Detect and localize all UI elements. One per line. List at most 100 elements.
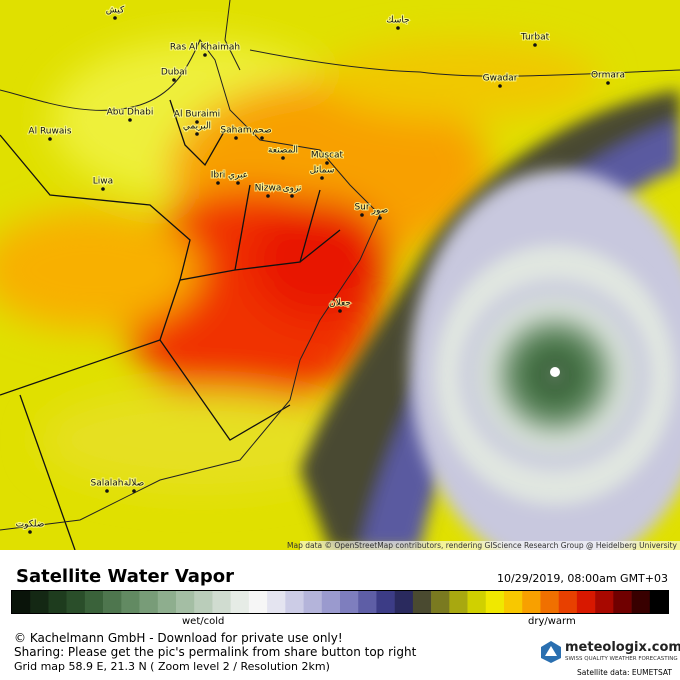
colorbar-segment (12, 591, 31, 613)
place-dot (234, 136, 238, 140)
colorbar (11, 590, 669, 614)
colorbar-segment (412, 591, 432, 613)
place-dot (338, 309, 342, 313)
source: Satellite data: EUMETSAT (577, 668, 672, 677)
title: Satellite Water Vapor (16, 566, 235, 587)
place-dot (195, 132, 199, 136)
colorbar-segment (212, 591, 231, 613)
place-dot (378, 216, 382, 220)
colorbar-segment (613, 591, 632, 613)
place-label: Gwadar (483, 74, 518, 84)
colorbar-frame (11, 590, 669, 614)
place-dot (236, 181, 240, 185)
colorbar-segment (522, 591, 541, 613)
colorbar-segment (303, 591, 323, 613)
colorbar-segment (376, 591, 395, 613)
place-label: Al Ruwais (28, 127, 71, 137)
colorbar-segment (121, 591, 140, 613)
place-label: جعلان (329, 299, 351, 309)
place-dot (290, 194, 294, 198)
colorbar-segment (485, 591, 505, 613)
place-label: Ibri (211, 171, 226, 181)
place-label: صحم (252, 126, 271, 136)
satellite-map: Ras Al Khaimah Dubai Abu Dhabi Al Buraimi ال… (0, 0, 680, 550)
colorbar-segment (66, 591, 86, 613)
place-label: Salalah (91, 479, 124, 489)
colorbar-segment (84, 591, 104, 613)
place-label: المصنعة (268, 146, 298, 156)
place-dot (266, 194, 270, 198)
colorbar-segment (103, 591, 122, 613)
place-dot (132, 489, 136, 493)
colorbar-segment (30, 591, 49, 613)
place-dot (101, 187, 105, 191)
brand-logo (541, 641, 561, 663)
cyclone (410, 170, 680, 550)
place-label: البريمي (183, 122, 211, 132)
colorbar-segment (157, 591, 177, 613)
colorbar-segment (540, 591, 559, 613)
place-dot (195, 120, 199, 124)
colorbar-segment (449, 591, 468, 613)
legend-right: dry/warm (528, 616, 576, 627)
attribution-bg (300, 541, 680, 550)
colorbar-segment (631, 591, 651, 613)
place-dot (498, 84, 502, 88)
place-label: جاسك (386, 16, 409, 26)
colorbar-segment (358, 591, 377, 613)
place-dot (128, 118, 132, 122)
place-label: نزوى (283, 184, 302, 194)
place-label: Turbat (520, 33, 550, 43)
place-dot (203, 53, 207, 57)
colorbar-segment (194, 591, 213, 613)
place-dot (216, 181, 220, 185)
place-label: سمائل (310, 166, 335, 176)
place-label: عبري (228, 171, 248, 181)
colorbar-segment (467, 591, 487, 613)
place-label: Sur (354, 203, 369, 213)
place-label: كيش (106, 6, 125, 16)
colorbar-segment (340, 591, 359, 613)
place-label: Nizwa (255, 184, 282, 194)
colorbar-segment (504, 591, 523, 613)
place-label: Liwa (93, 177, 113, 187)
brand: meteologix.com (565, 640, 680, 655)
colorbar-segment (595, 591, 614, 613)
copyright: © Kachelmann GmbH - Download for private… (14, 631, 343, 645)
place-dot (325, 161, 329, 165)
grid-info: Grid map 58.9 E, 21.3 N ( Zoom level 2 /… (14, 660, 330, 673)
colorbar-segment (48, 591, 67, 613)
place-dot (113, 16, 117, 20)
colorbar-segment (285, 591, 304, 613)
place-label: Al Buraimi (174, 110, 220, 120)
place-dot (396, 26, 400, 30)
place-label: صلالة (124, 479, 145, 489)
datetime: 10/29/2019, 08:00am GMT+03 (497, 572, 668, 585)
place-dot (281, 156, 285, 160)
place-label: صور (371, 206, 389, 216)
colorbar-segment (267, 591, 286, 613)
colorbar-segment (431, 591, 450, 613)
place-dot (533, 43, 537, 47)
attribution: Map data © OpenStreetMap contributors, r… (287, 541, 678, 550)
moisture-field (0, 40, 600, 490)
legend-left: wet/cold (182, 616, 225, 627)
coastline (0, 0, 680, 531)
place-dot (28, 530, 32, 534)
place-label: Saham (220, 126, 251, 136)
colorbar-segment (558, 591, 578, 613)
place-label: Ormara (591, 71, 625, 81)
place-dot (260, 136, 264, 140)
colorbar-segment (394, 591, 414, 613)
place-label: ضلكوت (16, 520, 45, 530)
colorbar-segment (576, 591, 596, 613)
colorbar-segment (248, 591, 268, 613)
colorbar-segment (230, 591, 250, 613)
place-dot (360, 213, 364, 217)
sharing: Sharing: Please get the pic's permalink … (14, 645, 417, 659)
colorbar-segment (649, 591, 669, 613)
borders (0, 99, 341, 550)
colorbar-segment (176, 591, 195, 613)
colorbar-segment (139, 591, 159, 613)
